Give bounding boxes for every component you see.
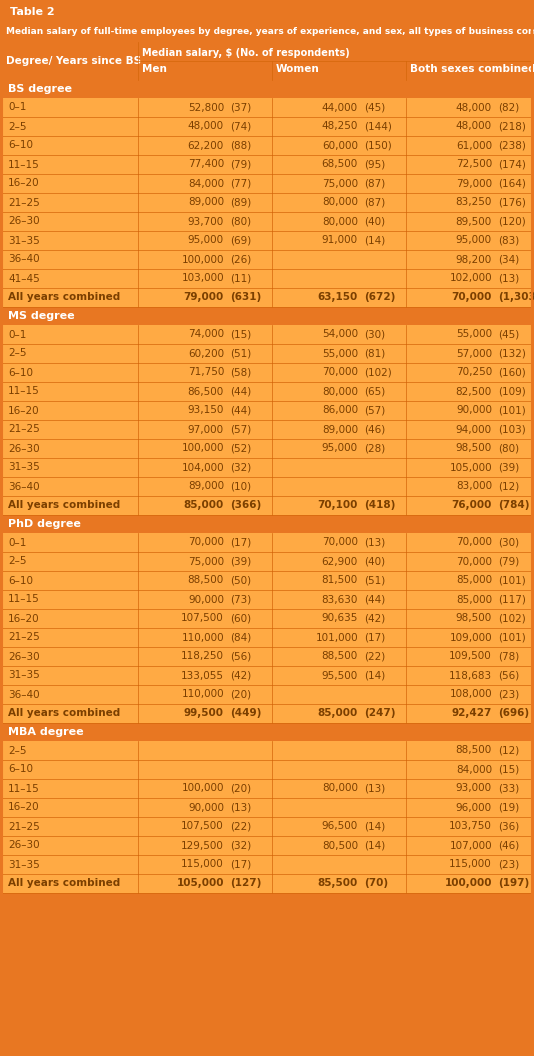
Text: 101,000: 101,000 xyxy=(316,633,358,642)
Text: 88,500: 88,500 xyxy=(322,652,358,661)
Text: 85,000: 85,000 xyxy=(456,576,492,585)
Text: (58): (58) xyxy=(230,367,252,377)
Text: 75,000: 75,000 xyxy=(322,178,358,189)
Text: (13): (13) xyxy=(364,538,385,547)
Text: 90,000: 90,000 xyxy=(188,803,224,812)
Text: 98,200: 98,200 xyxy=(456,254,492,264)
Text: 100,000: 100,000 xyxy=(182,784,224,793)
Text: (44): (44) xyxy=(364,595,385,604)
Text: 90,000: 90,000 xyxy=(188,595,224,604)
Text: 76,000: 76,000 xyxy=(452,501,492,510)
Bar xyxy=(2,458,532,477)
Text: Men: Men xyxy=(142,64,167,74)
Bar xyxy=(2,288,532,307)
Text: (23): (23) xyxy=(498,860,519,869)
Text: 83,000: 83,000 xyxy=(456,482,492,491)
Text: (46): (46) xyxy=(364,425,385,434)
Text: (13): (13) xyxy=(498,274,519,283)
Text: (366): (366) xyxy=(230,501,261,510)
Text: 26–30: 26–30 xyxy=(8,652,40,661)
Text: 80,000: 80,000 xyxy=(322,216,358,226)
Text: (1,303): (1,303) xyxy=(498,293,534,302)
Text: 60,200: 60,200 xyxy=(188,348,224,358)
Text: (95): (95) xyxy=(364,159,385,170)
Text: 11–15: 11–15 xyxy=(8,386,40,396)
Text: 109,000: 109,000 xyxy=(450,633,492,642)
Text: 90,635: 90,635 xyxy=(321,614,358,623)
Text: 79,000: 79,000 xyxy=(456,178,492,189)
Bar xyxy=(2,477,532,496)
Text: 36–40: 36–40 xyxy=(8,482,40,491)
Bar xyxy=(2,155,532,174)
Bar xyxy=(2,136,532,155)
Text: 95,000: 95,000 xyxy=(456,235,492,245)
Bar xyxy=(2,363,532,382)
Text: (26): (26) xyxy=(230,254,252,264)
Text: (79): (79) xyxy=(230,159,252,170)
Text: 6–10: 6–10 xyxy=(8,140,33,151)
Text: (418): (418) xyxy=(364,501,395,510)
Text: (87): (87) xyxy=(364,197,385,207)
Text: (40): (40) xyxy=(364,557,385,566)
Bar xyxy=(2,609,532,628)
Bar xyxy=(2,22,532,42)
Text: 80,500: 80,500 xyxy=(322,841,358,850)
Text: MBA degree: MBA degree xyxy=(8,727,84,737)
Bar xyxy=(2,779,532,798)
Text: 89,500: 89,500 xyxy=(456,216,492,226)
Text: 21–25: 21–25 xyxy=(8,197,40,207)
Text: 6–10: 6–10 xyxy=(8,765,33,774)
Text: 105,000: 105,000 xyxy=(177,879,224,888)
Text: (80): (80) xyxy=(498,444,519,453)
Text: 11–15: 11–15 xyxy=(8,595,40,604)
Text: All years combined: All years combined xyxy=(8,501,120,510)
Text: 70,000: 70,000 xyxy=(456,557,492,566)
Text: (102): (102) xyxy=(498,614,526,623)
Text: Women: Women xyxy=(276,64,320,74)
Text: (103): (103) xyxy=(498,425,526,434)
Text: 93,150: 93,150 xyxy=(187,406,224,415)
Text: All years combined: All years combined xyxy=(8,709,120,718)
Text: 118,250: 118,250 xyxy=(181,652,224,661)
Text: 60,000: 60,000 xyxy=(322,140,358,151)
Text: (32): (32) xyxy=(230,841,252,850)
Text: (101): (101) xyxy=(498,633,526,642)
Text: 85,000: 85,000 xyxy=(318,709,358,718)
Text: 11–15: 11–15 xyxy=(8,159,40,170)
Text: 85,000: 85,000 xyxy=(456,595,492,604)
Text: (44): (44) xyxy=(230,386,252,396)
Text: 96,500: 96,500 xyxy=(322,822,358,831)
Text: (12): (12) xyxy=(498,746,519,755)
Text: (127): (127) xyxy=(230,879,261,888)
Bar xyxy=(2,874,532,893)
Text: (449): (449) xyxy=(230,709,261,718)
Bar xyxy=(2,741,532,760)
Bar xyxy=(2,836,532,855)
Text: (11): (11) xyxy=(230,274,252,283)
Text: (17): (17) xyxy=(230,860,252,869)
Text: Degree/ Years since BS: Degree/ Years since BS xyxy=(6,56,141,65)
Text: (218): (218) xyxy=(498,121,526,132)
Text: 110,000: 110,000 xyxy=(182,633,224,642)
Bar xyxy=(2,212,532,231)
Text: 2–5: 2–5 xyxy=(8,121,27,132)
Text: 2–5: 2–5 xyxy=(8,348,27,358)
Bar xyxy=(2,439,532,458)
Text: 48,000: 48,000 xyxy=(456,102,492,113)
Text: 61,000: 61,000 xyxy=(456,140,492,151)
Text: 16–20: 16–20 xyxy=(8,178,40,189)
Text: 21–25: 21–25 xyxy=(8,425,40,434)
Text: (101): (101) xyxy=(498,406,526,415)
Text: (30): (30) xyxy=(498,538,519,547)
Text: (32): (32) xyxy=(230,463,252,472)
Text: (247): (247) xyxy=(364,709,396,718)
Text: (79): (79) xyxy=(498,557,519,566)
Text: 108,000: 108,000 xyxy=(450,690,492,699)
Text: 107,500: 107,500 xyxy=(181,614,224,623)
Text: (102): (102) xyxy=(364,367,392,377)
Text: 84,000: 84,000 xyxy=(188,178,224,189)
Bar xyxy=(2,496,532,515)
Text: 48,000: 48,000 xyxy=(188,121,224,132)
Text: (45): (45) xyxy=(364,102,385,113)
